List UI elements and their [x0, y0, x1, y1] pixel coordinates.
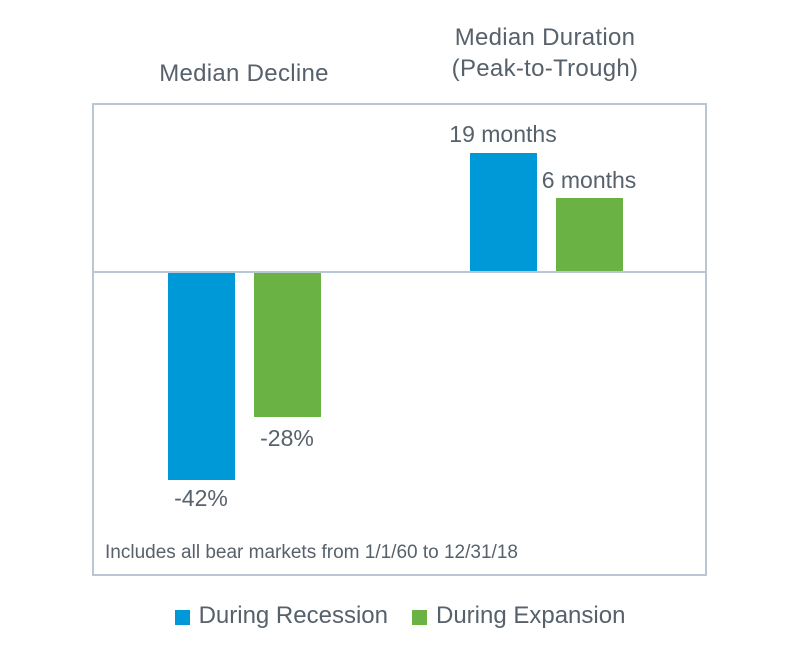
bar-median-decline-expansion — [254, 273, 321, 417]
legend-item-recession: During Recession — [174, 602, 388, 630]
value-label-duration-expansion: 6 months — [541, 167, 637, 193]
legend: During Recession During Expansion — [0, 601, 800, 631]
value-label-decline-expansion: -28% — [260, 425, 314, 451]
bar-median-duration-recession — [470, 153, 537, 271]
decline-group-title: Median Decline — [159, 60, 329, 87]
zero-baseline — [92, 271, 707, 273]
bar-median-decline-recession — [168, 273, 235, 480]
bar-median-duration-expansion — [556, 198, 623, 271]
legend-swatch-recession-icon — [174, 610, 190, 625]
legend-label-recession: During Recession — [198, 602, 388, 629]
legend-swatch-expansion-icon — [411, 610, 427, 625]
value-label-duration-recession: 19 months — [449, 121, 557, 147]
legend-label-expansion: During Expansion — [435, 602, 626, 629]
duration-title-line1: Median Duration — [454, 24, 636, 51]
footnote: Includes all bear markets from 1/1/60 to… — [105, 542, 518, 563]
duration-group-title: Median Duration (Peak-to-Trough) — [395, 22, 695, 84]
duration-title-line2: (Peak-to-Trough) — [451, 55, 639, 82]
value-label-decline-recession: -42% — [174, 485, 228, 511]
legend-item-expansion: During Expansion — [411, 602, 626, 630]
